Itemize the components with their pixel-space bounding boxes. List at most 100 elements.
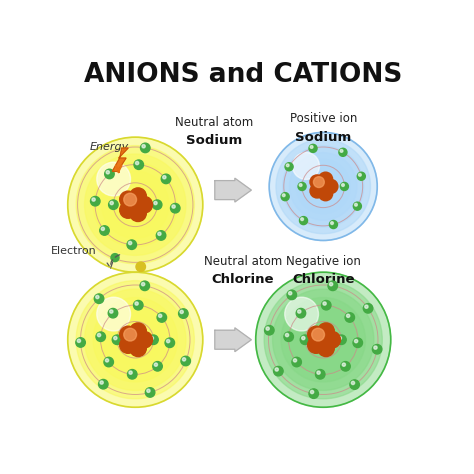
Circle shape [292,153,319,180]
Circle shape [85,289,186,391]
Circle shape [85,154,186,255]
Circle shape [318,323,334,339]
Circle shape [101,171,169,238]
Circle shape [136,331,153,348]
Circle shape [298,310,301,313]
Circle shape [328,281,337,291]
Circle shape [301,337,305,340]
Circle shape [157,313,166,322]
Circle shape [340,182,348,191]
Circle shape [309,145,317,153]
Circle shape [298,182,306,191]
Circle shape [273,366,283,376]
Circle shape [68,137,203,272]
Circle shape [310,175,324,189]
Circle shape [128,241,132,245]
Circle shape [101,227,104,230]
Circle shape [120,326,137,343]
Circle shape [289,292,292,295]
Circle shape [365,305,368,309]
Circle shape [350,380,359,389]
Circle shape [92,198,95,201]
Circle shape [316,370,325,379]
Circle shape [96,332,105,341]
Circle shape [264,281,383,399]
Circle shape [357,172,365,180]
Circle shape [346,314,350,318]
Circle shape [290,153,357,220]
Circle shape [300,217,308,225]
Circle shape [110,314,161,365]
Circle shape [180,310,183,314]
Circle shape [111,254,119,262]
Polygon shape [215,328,251,352]
Circle shape [321,301,331,310]
Circle shape [312,175,334,197]
Circle shape [306,323,340,356]
Text: Chlorine: Chlorine [292,273,355,286]
Circle shape [285,297,319,331]
Circle shape [118,188,152,221]
Circle shape [310,327,336,353]
Text: Chlorine: Chlorine [212,273,274,286]
Circle shape [266,327,269,330]
Circle shape [105,359,109,362]
Circle shape [342,363,346,366]
Circle shape [120,201,137,218]
Circle shape [329,220,337,228]
Circle shape [284,332,293,341]
Circle shape [97,297,130,331]
Polygon shape [112,148,128,172]
Circle shape [112,335,122,345]
Circle shape [324,331,340,348]
Circle shape [296,159,350,213]
Circle shape [163,175,166,179]
Text: Sodium: Sodium [186,134,242,147]
Text: Neutral atom: Neutral atom [174,116,253,129]
Circle shape [179,309,188,319]
Circle shape [161,174,171,183]
Circle shape [93,163,177,247]
Circle shape [181,356,191,366]
Circle shape [309,389,319,399]
Circle shape [351,381,355,384]
Circle shape [310,390,314,393]
Circle shape [308,326,324,343]
Circle shape [166,339,170,343]
Circle shape [128,370,137,379]
Circle shape [136,196,153,213]
Circle shape [114,337,117,340]
Circle shape [373,345,382,354]
Circle shape [136,262,146,272]
Circle shape [96,295,99,299]
Circle shape [303,166,344,207]
Circle shape [127,196,144,213]
Circle shape [120,191,137,208]
Circle shape [355,203,357,206]
Circle shape [149,335,158,345]
Circle shape [315,331,332,348]
Circle shape [130,340,146,356]
Circle shape [310,146,313,148]
Circle shape [100,226,109,235]
Circle shape [329,283,333,286]
Circle shape [308,337,324,353]
Circle shape [298,314,348,365]
Circle shape [120,337,137,353]
Circle shape [287,290,297,300]
Circle shape [182,358,186,361]
Circle shape [130,205,146,221]
Circle shape [158,232,161,236]
Circle shape [154,201,157,205]
Circle shape [319,187,333,201]
Circle shape [283,194,285,197]
Circle shape [76,146,194,264]
Circle shape [140,281,149,291]
Circle shape [269,132,377,240]
Text: Negative ion: Negative ion [286,255,361,268]
Circle shape [122,327,148,353]
Circle shape [319,172,333,186]
Circle shape [146,388,155,397]
Circle shape [165,338,174,347]
Circle shape [301,218,303,220]
